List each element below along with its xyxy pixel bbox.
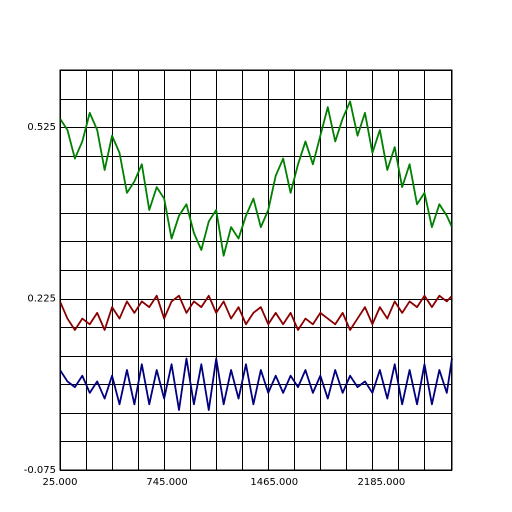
x-tick-label: 745.000 [146,477,187,488]
series-line-2 [59,294,453,331]
x-tick-labels: 25.000 745.000 1465.000 2185.000 [43,477,406,488]
y-tick-label: 0.225 [27,294,56,305]
plot-border [59,69,453,471]
series-group [59,100,453,411]
series-line-3 [59,357,453,411]
x-tick-label: 1465.000 [250,477,298,488]
x-tick-label: 25.000 [43,477,78,488]
y-tick-labels: 0.525 0.225 -0.075 [24,122,56,476]
y-tick-label: -0.075 [24,465,56,476]
y-tick-label: 0.525 [27,122,56,133]
x-tick-label: 2185.000 [357,477,405,488]
series-line-1 [59,100,453,257]
